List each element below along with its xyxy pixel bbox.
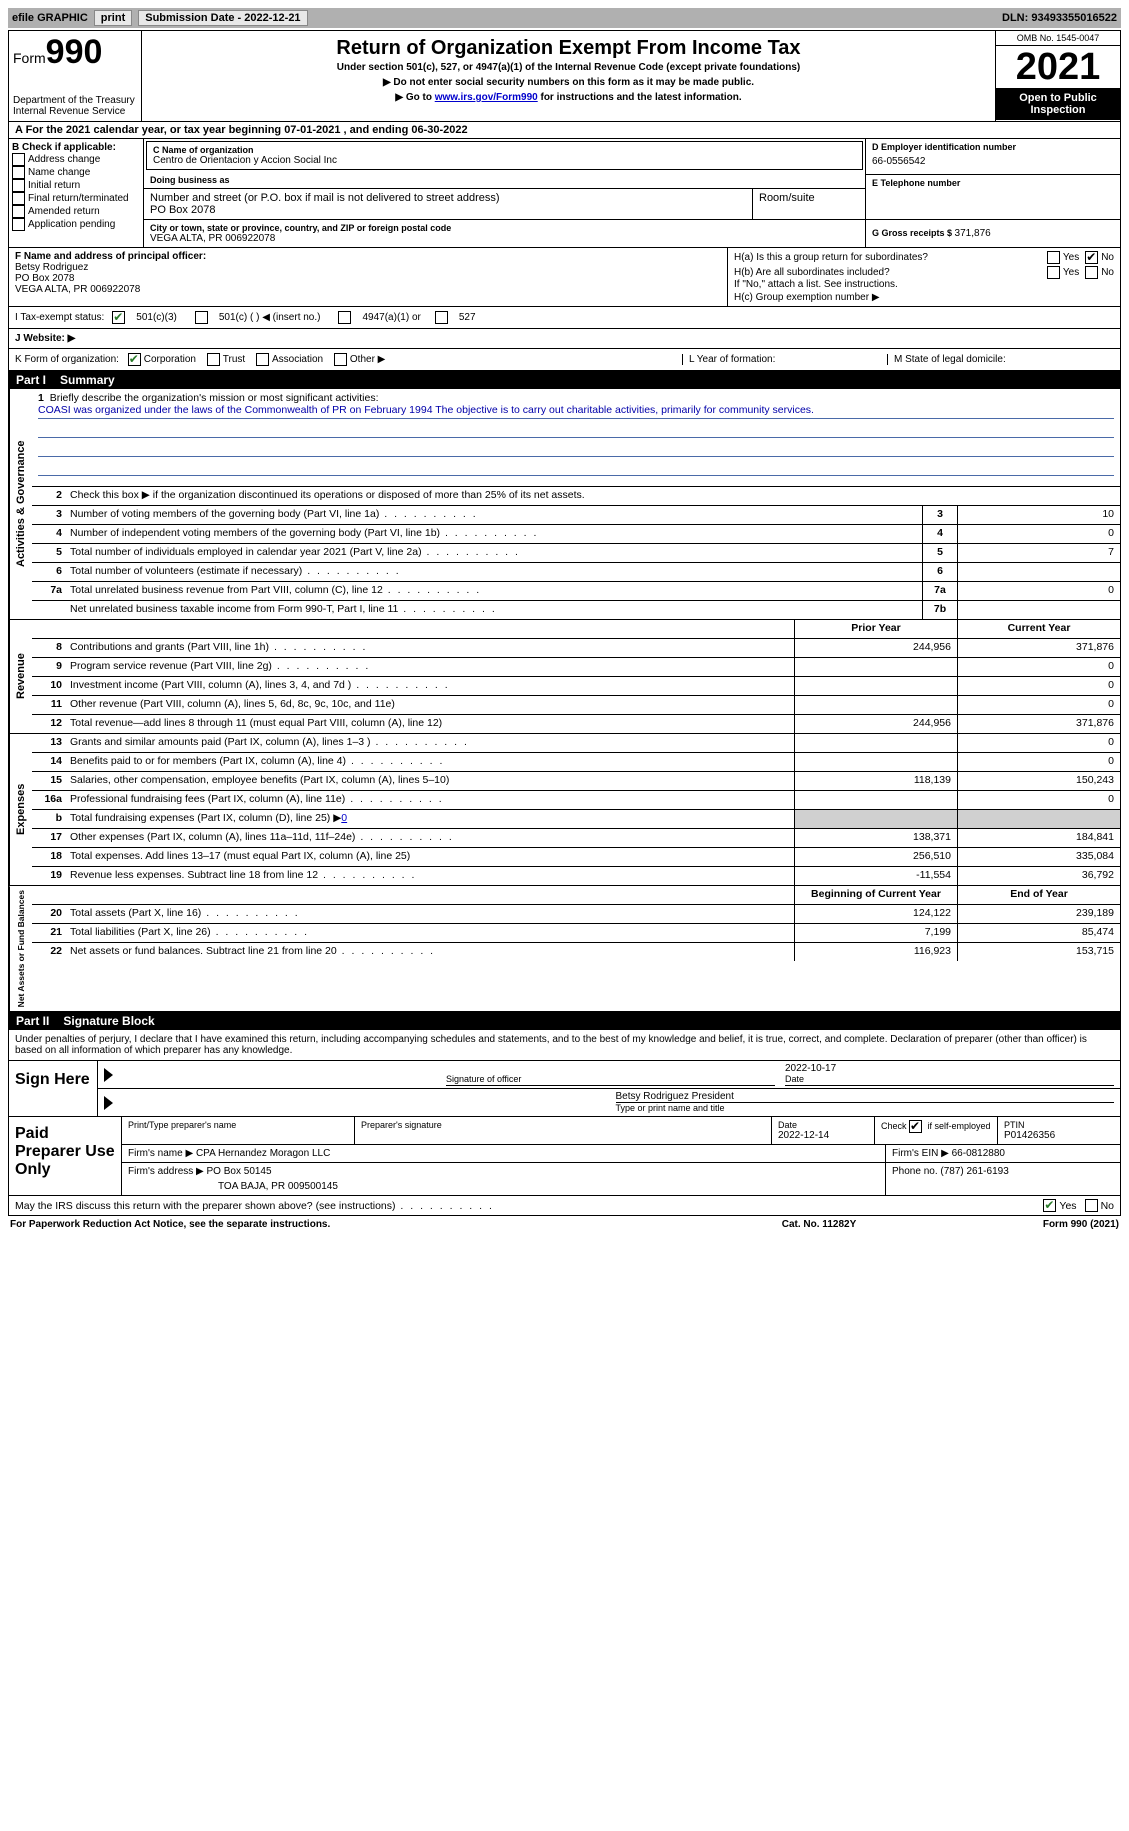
line-j-website: J Website: ▶ — [9, 328, 1120, 348]
irs-link[interactable]: www.irs.gov/Form990 — [435, 92, 538, 103]
firm-ein: 66-0812880 — [952, 1148, 1005, 1159]
vtab-revenue: Revenue — [9, 620, 32, 733]
firm-name: CPA Hernandez Moragon LLC — [196, 1148, 330, 1159]
page-footer: For Paperwork Reduction Act Notice, see … — [8, 1216, 1121, 1233]
vtab-expenses: Expenses — [9, 734, 32, 885]
officer-sign-date: 2022-10-17 — [785, 1063, 1114, 1074]
line-a-tax-year: A For the 2021 calendar year, or tax yea… — [9, 122, 1120, 138]
val-3: 10 — [957, 506, 1120, 524]
form-number: 990 — [46, 33, 103, 71]
paid-preparer-label: Paid Preparer Use Only — [9, 1117, 122, 1195]
sign-here-label: Sign Here — [9, 1061, 98, 1116]
efile-label: efile GRAPHIC — [12, 12, 88, 24]
omb-number: OMB No. 1545-0047 — [996, 31, 1120, 46]
ein-value: 66-0556542 — [872, 152, 1114, 171]
line-i-tax-status: I Tax-exempt status: 501(c)(3) 501(c) ( … — [9, 306, 1120, 328]
dln-label: DLN: 93493355016522 — [1002, 12, 1117, 24]
officer-typed-name: Betsy Rodriguez President — [616, 1091, 1115, 1103]
firm-phone: (787) 261-6193 — [940, 1166, 1008, 1177]
org-name: Centro de Orientacion y Accion Social In… — [153, 155, 856, 166]
open-to-public: Open to PublicInspection — [996, 88, 1120, 120]
form-header: Form990 Department of the Treasury Inter… — [8, 30, 1121, 122]
top-toolbar: efile GRAPHIC print Submission Date - 20… — [8, 8, 1121, 28]
submission-date-box: Submission Date - 2022-12-21 — [138, 10, 307, 26]
vtab-net-assets: Net Assets or Fund Balances — [9, 886, 32, 1011]
org-street: PO Box 2078 — [150, 204, 746, 216]
part-2-header: Part IISignature Block — [8, 1012, 1121, 1030]
form-title: Return of Organization Exempt From Incom… — [150, 37, 987, 60]
perjury-declaration: Under penalties of perjury, I declare th… — [9, 1030, 1120, 1060]
print-button[interactable]: print — [94, 10, 132, 26]
preparer-date: 2022-12-14 — [778, 1130, 868, 1141]
part-1-header: Part I Summary — [8, 371, 1121, 389]
line-1-mission: 1 Briefly describe the organization's mi… — [32, 389, 1120, 476]
firm-city: TOA BAJA, PR 009500145 — [128, 1177, 879, 1192]
box-f-officer: F Name and address of principal officer:… — [9, 248, 728, 306]
gross-receipts: 371,876 — [955, 228, 991, 239]
org-city: VEGA ALTA, PR 006922078 — [150, 233, 859, 244]
arrow-icon — [104, 1096, 612, 1110]
tax-year: 2021 — [996, 46, 1120, 88]
vtab-governance: Activities & Governance — [9, 389, 32, 619]
ptin: P01426356 — [1004, 1130, 1114, 1141]
line-k-form-org: K Form of organization: Corporation Trus… — [9, 348, 1120, 370]
box-b-checkboxes: B Check if applicable: Address change Na… — [9, 139, 144, 247]
box-h-group: H(a) Is this a group return for subordin… — [728, 248, 1120, 306]
discuss-with-preparer: May the IRS discuss this return with the… — [9, 1195, 1120, 1215]
arrow-icon — [104, 1068, 442, 1082]
